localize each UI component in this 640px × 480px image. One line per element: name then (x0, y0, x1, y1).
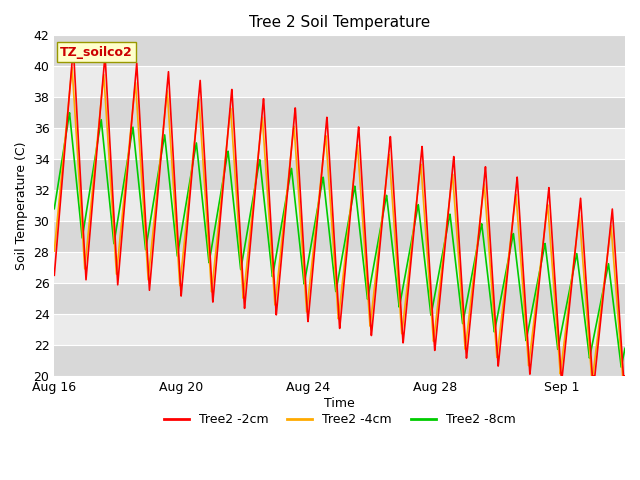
X-axis label: Time: Time (324, 396, 355, 409)
Bar (54, 190, 625, 221)
Bar (54, 159, 625, 190)
Text: TZ_soilco2: TZ_soilco2 (60, 46, 132, 59)
Bar (54, 314, 625, 345)
Bar (54, 128, 625, 159)
Y-axis label: Soil Temperature (C): Soil Temperature (C) (15, 142, 28, 270)
Bar (54, 97, 625, 128)
Bar (54, 221, 625, 252)
Bar (54, 345, 625, 376)
Title: Tree 2 Soil Temperature: Tree 2 Soil Temperature (249, 15, 430, 30)
Legend: Tree2 -2cm, Tree2 -4cm, Tree2 -8cm: Tree2 -2cm, Tree2 -4cm, Tree2 -8cm (159, 408, 520, 431)
Bar (54, 283, 625, 314)
Bar (54, 66, 625, 97)
Bar (54, 252, 625, 283)
Bar (54, 36, 625, 66)
